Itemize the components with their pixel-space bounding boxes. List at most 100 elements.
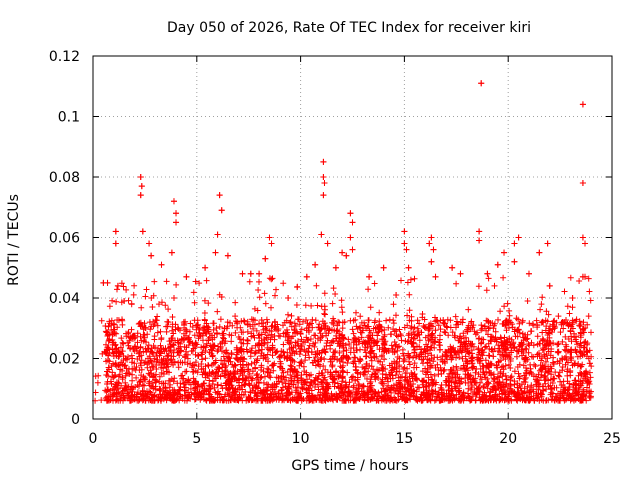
- roti-outlier-point: [303, 273, 310, 280]
- roti-outlier-point: [536, 249, 543, 256]
- roti-outlier-point: [224, 252, 231, 259]
- roti-outlier-point: [158, 261, 165, 268]
- roti-outlier-point: [349, 219, 356, 226]
- chart-title: Day 050 of 2026, Rate Of TEC Index for r…: [167, 20, 531, 36]
- y-tick-label: 0.08: [49, 170, 80, 186]
- x-tick-labels: 0 5 10 15 20 25: [89, 431, 621, 447]
- roti-outlier-point: [366, 273, 373, 280]
- data-points: [92, 80, 595, 404]
- y-tick-label: 0.1: [58, 110, 80, 126]
- roti-outlier-point: [380, 264, 387, 271]
- roti-outlier-point: [582, 240, 589, 247]
- roti-outlier-point: [403, 246, 410, 253]
- roti-outlier-point: [430, 246, 437, 253]
- roti-outlier-point: [247, 270, 254, 277]
- roti-outlier-point: [320, 158, 327, 165]
- roti-outlier-point: [511, 258, 518, 265]
- y-tick-label: 0.02: [49, 352, 80, 368]
- roti-outlier-point: [426, 240, 433, 247]
- roti-outlier-point: [202, 264, 209, 271]
- x-tick-label: 25: [603, 431, 621, 447]
- roti-outlier-point: [393, 291, 400, 298]
- roti-outlier-point: [501, 249, 508, 256]
- roti-outlier-point: [476, 228, 483, 235]
- roti-outlier-point: [405, 264, 412, 271]
- roti-outlier-point: [138, 183, 145, 190]
- roti-outlier-point: [544, 240, 551, 247]
- roti-outlier-point: [428, 234, 435, 241]
- roti-outlier-point: [401, 228, 408, 235]
- roti-outlier-point: [266, 234, 273, 241]
- roti-outlier-point: [239, 270, 246, 277]
- roti-outlier-point: [173, 219, 180, 226]
- roti-outlier-point: [312, 261, 319, 268]
- roti-outlier-point: [569, 295, 576, 301]
- roti-outlier-point: [347, 234, 354, 241]
- x-axis-title: GPS time / hours: [291, 458, 408, 474]
- roti-outlier-point: [449, 264, 456, 271]
- y-axis-title: ROTI / TECUs: [6, 194, 22, 286]
- roti-outlier-point: [476, 237, 483, 244]
- roti-outlier-point: [515, 234, 522, 241]
- roti-outlier-point: [478, 80, 485, 87]
- roti-outlier-point: [256, 270, 263, 277]
- roti-outlier-point: [137, 192, 144, 199]
- roti-outlier-point: [112, 228, 119, 235]
- roti-outlier-point: [457, 270, 464, 277]
- roti-outlier-point: [183, 273, 190, 280]
- roti-outlier-point: [332, 264, 339, 271]
- roti-outlier-point: [318, 231, 325, 238]
- roti-outlier-point: [168, 249, 175, 256]
- y-tick-labels: 0 0.02 0.04 0.06 0.08 0.1 0.12: [49, 49, 80, 428]
- roti-outlier-point: [347, 210, 354, 217]
- roti-outlier-point: [121, 298, 128, 305]
- axis-ticks: [92, 55, 613, 420]
- roti-outlier-point: [339, 249, 346, 256]
- x-tick-label: 5: [192, 431, 201, 447]
- roti-outlier-point: [343, 252, 350, 259]
- roti-outlier-point: [212, 249, 219, 256]
- roti-outlier-point: [104, 279, 111, 286]
- roti-outlier-point: [137, 174, 144, 180]
- roti-outlier-point: [146, 240, 153, 247]
- roti-points: [92, 80, 595, 404]
- roti-outlier-point: [324, 240, 331, 247]
- roti-outlier-point: [511, 240, 518, 247]
- roti-outlier-point: [320, 174, 327, 180]
- roti-outlier-point: [579, 234, 586, 241]
- roti-outlier-point: [579, 180, 586, 187]
- roti-outlier-point: [216, 192, 223, 199]
- x-tick-label: 20: [499, 431, 517, 447]
- roti-outlier-point: [428, 258, 435, 265]
- x-tick-label: 10: [292, 431, 310, 447]
- roti-outlier-point: [218, 207, 225, 214]
- x-tick-label: 0: [89, 431, 98, 447]
- roti-outlier-point: [582, 273, 589, 280]
- roti-outlier-point: [321, 180, 328, 187]
- roti-outlier-point: [349, 246, 356, 253]
- roti-outlier-point: [268, 240, 275, 247]
- roti-outlier-point: [432, 273, 439, 280]
- roti-outlier-point: [112, 240, 119, 247]
- y-tick-label: 0.12: [49, 49, 80, 65]
- roti-outlier-point: [525, 270, 532, 277]
- roti-outlier-point: [579, 101, 586, 108]
- x-tick-label: 15: [395, 431, 413, 447]
- roti-outlier-point: [401, 240, 408, 247]
- roti-outlier-point: [285, 295, 292, 301]
- roti-outlier-point: [320, 192, 327, 199]
- roti-outlier-point: [262, 255, 269, 262]
- roti-outlier-point: [173, 210, 180, 217]
- y-tick-label: 0.06: [49, 231, 80, 247]
- y-tick-label: 0: [71, 412, 80, 428]
- roti-outlier-point: [494, 261, 501, 268]
- roti-outlier-point: [546, 282, 553, 289]
- roti-outlier-point: [139, 228, 146, 235]
- roti-outlier-point: [484, 270, 491, 277]
- y-tick-label: 0.04: [49, 291, 80, 307]
- roti-outlier-point: [170, 198, 177, 205]
- roti-outlier-point: [148, 252, 155, 259]
- roti-outlier-point: [214, 231, 221, 238]
- roti-outlier-point: [114, 282, 121, 289]
